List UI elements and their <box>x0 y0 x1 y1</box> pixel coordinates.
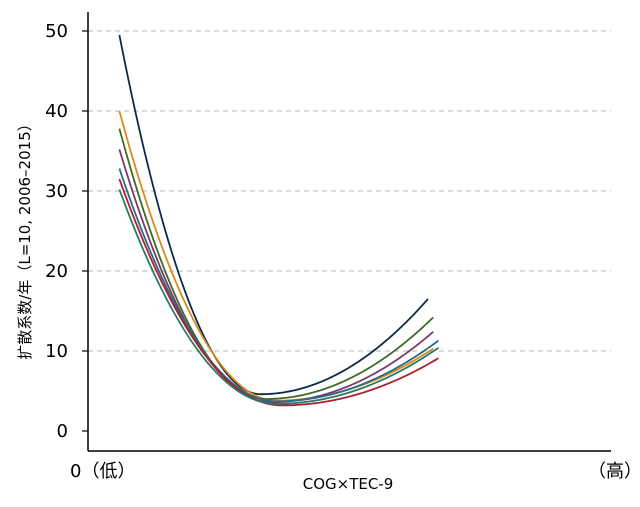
y-tick-label-30: 30 <box>45 181 68 202</box>
series-line-7 <box>118 189 439 405</box>
gridlines <box>88 30 611 352</box>
x-tick-label-high: （高） <box>588 461 640 482</box>
series-line-1 <box>118 34 429 396</box>
y-ticks: 0 10 20 30 40 50 <box>45 21 88 442</box>
series-line-3 <box>118 128 434 400</box>
series-lines <box>118 34 439 407</box>
x-axis-title: COG×TEC-9 <box>303 475 394 493</box>
x-tick-label-low: 0（低） <box>70 461 135 482</box>
y-tick-label-10: 10 <box>45 341 68 362</box>
y-tick-label-50: 50 <box>45 21 68 42</box>
series-line-5 <box>118 168 439 403</box>
y-axis-title: 扩散系数/年（L=10, 2006–2015） <box>16 116 34 359</box>
y-tick-label-40: 40 <box>45 101 68 122</box>
y-tick-label-20: 20 <box>45 261 68 282</box>
y-tick-label-0: 0 <box>57 421 68 442</box>
series-line-6 <box>118 178 439 407</box>
axes <box>87 12 611 452</box>
axis-text: 0（低） （高） COG×TEC-9 扩散系数/年（L=10, 2006–201… <box>16 116 640 493</box>
